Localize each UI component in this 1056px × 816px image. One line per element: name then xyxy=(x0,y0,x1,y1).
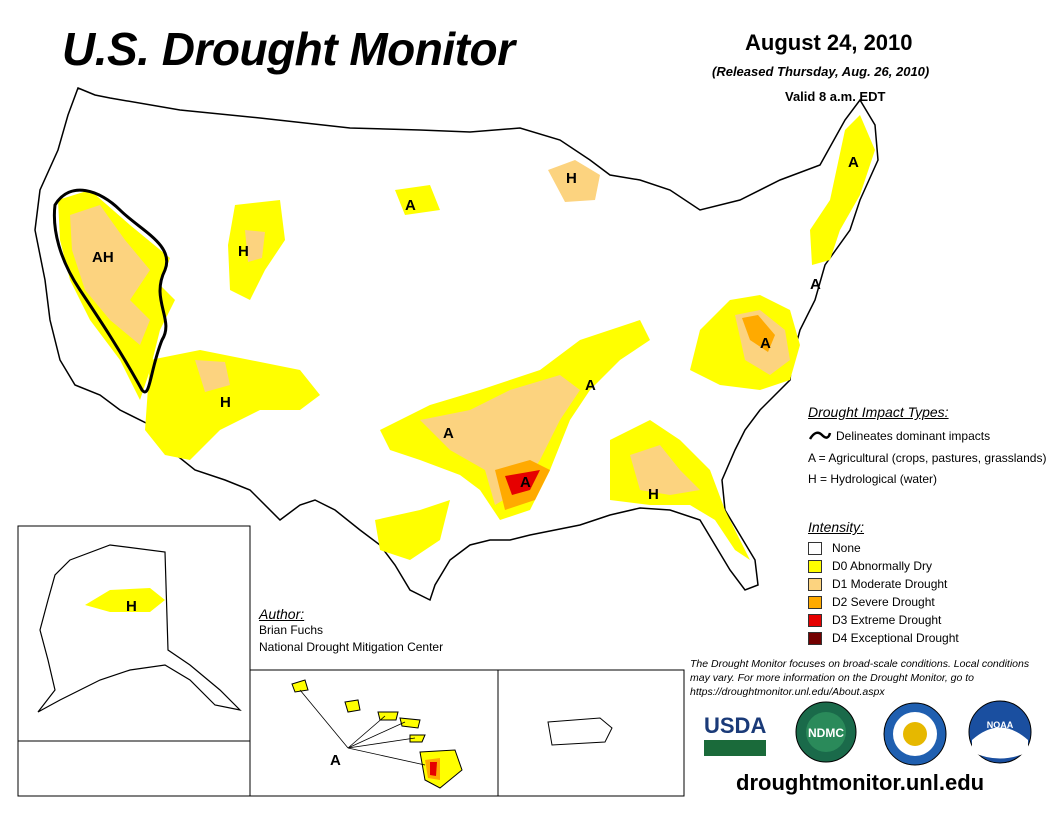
southwest-d1 xyxy=(195,360,230,392)
intensity-label: D0 Abnormally Dry xyxy=(832,559,933,573)
map-date: August 24, 2010 xyxy=(745,30,913,55)
intensity-swatch xyxy=(808,541,822,555)
intensity-row: D3 Extreme Drought xyxy=(808,611,1048,629)
svg-text:NOAA: NOAA xyxy=(987,720,1014,730)
puerto-rico-outline xyxy=(547,717,613,746)
author-name: Brian Fuchs xyxy=(259,623,324,637)
intensity-swatch xyxy=(808,559,822,573)
intensity-legend: Intensity: None D0 Abnormally Dry D1 Mod… xyxy=(808,519,1048,647)
map-label: H xyxy=(238,243,249,260)
impact-text: H = Hydrological (water) xyxy=(808,472,938,486)
intensity-label: D1 Moderate Drought xyxy=(832,577,948,591)
intensity-label: D2 Severe Drought xyxy=(832,595,935,609)
commerce-seal-logo xyxy=(883,702,947,766)
author-block: Author: Brian Fuchs National Drought Mit… xyxy=(259,606,443,656)
map-label: A xyxy=(760,335,771,352)
intensity-row: D1 Moderate Drought xyxy=(808,575,1048,593)
map-label: AH xyxy=(92,249,114,266)
map-label: H xyxy=(126,598,137,615)
wyoming-d1 xyxy=(245,230,265,262)
drought-areas xyxy=(58,115,875,560)
hawaii-inset-frame xyxy=(249,669,499,797)
noaa-logo: NOAA xyxy=(968,700,1032,764)
southeast-d1 xyxy=(630,445,700,495)
nevada-d1 xyxy=(70,205,150,345)
map-label: A xyxy=(520,474,531,491)
southwest-d0 xyxy=(145,350,320,460)
hawaii-islands xyxy=(291,679,463,789)
map-label: A xyxy=(810,276,821,293)
intensity-swatch xyxy=(808,577,822,591)
intensity-swatch xyxy=(808,631,822,645)
line-icon xyxy=(808,429,836,444)
intensity-label: D3 Extreme Drought xyxy=(832,613,942,627)
disclaimer-note: The Drought Monitor focuses on broad-sca… xyxy=(690,658,1030,698)
alaska-outline xyxy=(37,544,242,713)
impact-delineation xyxy=(52,188,169,394)
ndmc-logo: NDMC xyxy=(795,701,857,763)
texas-d0 xyxy=(375,500,450,560)
svg-text:NDMC: NDMC xyxy=(808,726,844,740)
map-title: U.S. Drought Monitor xyxy=(62,23,515,75)
new-england-d0 xyxy=(810,115,875,265)
map-label: H xyxy=(566,170,577,187)
intensity-heading: Intensity: xyxy=(808,519,865,535)
impact-types-legend: Drought Impact Types: Delineates dominan… xyxy=(808,404,1048,493)
impact-text: Delineates dominant impacts xyxy=(836,429,991,443)
intensity-swatch xyxy=(808,595,822,609)
release-date: (Released Thursday, Aug. 26, 2010) xyxy=(712,64,930,79)
impact-types-heading: Drought Impact Types: xyxy=(808,404,949,420)
louisiana-d3 xyxy=(505,470,540,495)
usda-logo: USDA xyxy=(704,713,766,756)
map-label: A xyxy=(848,154,859,171)
intensity-label: D4 Exceptional Drought xyxy=(832,631,959,645)
author-heading: Author: xyxy=(259,606,305,622)
great-lakes-d1 xyxy=(548,160,600,202)
map-label: A xyxy=(585,377,596,394)
intensity-row: None xyxy=(808,539,1048,557)
intensity-row: D2 Severe Drought xyxy=(808,593,1048,611)
website-url[interactable]: droughtmonitor.unl.edu xyxy=(736,770,985,795)
impact-row: A = Agricultural (crops, pastures, grass… xyxy=(808,451,1048,465)
impact-row: Delineates dominant impacts xyxy=(808,429,1048,444)
midatlantic-d2 xyxy=(742,315,775,352)
map-label: H xyxy=(648,486,659,503)
map-label: A xyxy=(330,752,341,769)
map-label: A xyxy=(443,425,454,442)
intensity-row: D4 Exceptional Drought xyxy=(808,629,1048,647)
author-org: National Drought Mitigation Center xyxy=(259,640,444,654)
intensity-label: None xyxy=(832,541,861,555)
impact-row: H = Hydrological (water) xyxy=(808,472,1048,486)
hawaii-d3 xyxy=(430,762,437,776)
intensity-row: D0 Abnormally Dry xyxy=(808,557,1048,575)
map-label: H xyxy=(220,394,231,411)
alaska-d0 xyxy=(85,588,165,612)
intensity-swatch xyxy=(808,613,822,627)
map-label: A xyxy=(405,197,416,214)
svg-text:USDA: USDA xyxy=(704,713,766,738)
impact-text: A = Agricultural (crops, pastures, grass… xyxy=(808,451,1047,465)
south-central-d1 xyxy=(420,375,580,505)
dakota-d0 xyxy=(395,185,440,215)
